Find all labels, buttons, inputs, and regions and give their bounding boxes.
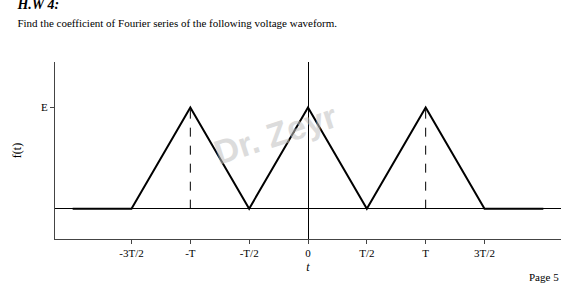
svg-text:-3T/2: -3T/2 (119, 247, 143, 259)
svg-text:Dr. Zeyr: Dr. Zeyr (209, 96, 341, 171)
svg-text:H.W 4:Find the coefficient of: H.W 4:Find the coefficient of Fourier se… (16, 0, 337, 29)
svg-text:T: T (422, 247, 429, 259)
svg-text:t: t (306, 260, 310, 274)
svg-text:Page 5: Page 5 (529, 271, 559, 283)
svg-text:E: E (41, 101, 48, 113)
svg-text:T/2: T/2 (359, 247, 374, 259)
svg-text:3T/2: 3T/2 (474, 247, 495, 259)
svg-text:-T/2: -T/2 (240, 247, 259, 259)
svg-text:-T: -T (185, 247, 196, 259)
svg-text:0: 0 (305, 247, 311, 259)
svg-text:f(t): f(t) (10, 143, 24, 158)
